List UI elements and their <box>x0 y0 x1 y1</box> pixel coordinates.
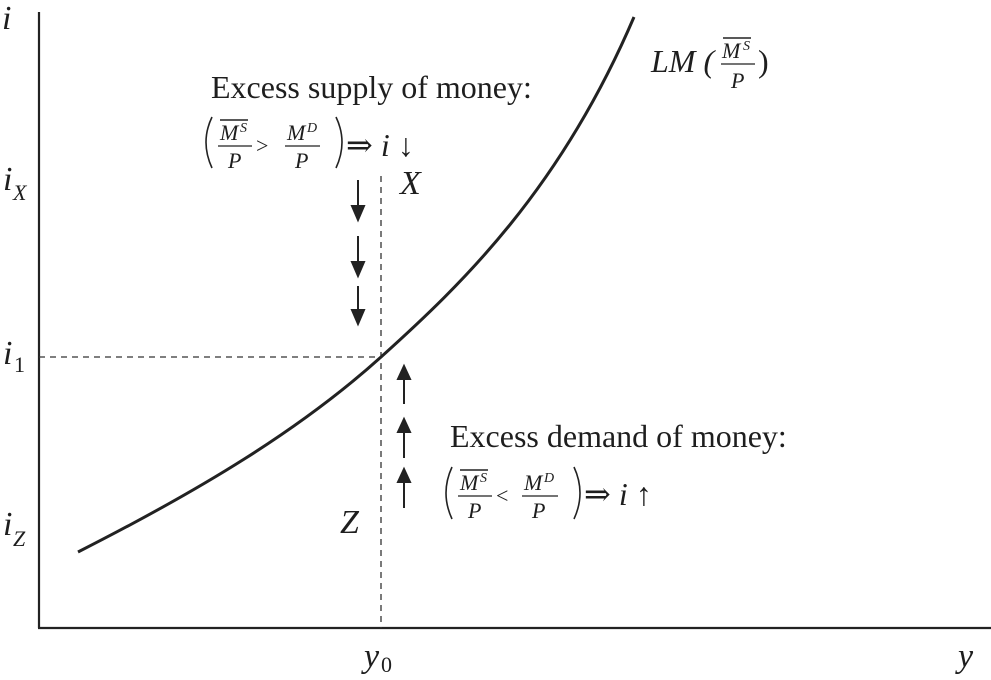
svg-text:i: i <box>3 506 12 543</box>
up-arrow-icon <box>396 363 412 380</box>
svg-text:M: M <box>286 120 307 145</box>
excess-demand-annotation: Excess demand of money: M S P < M D P ⇒ … <box>445 418 787 523</box>
x-axis-label: y <box>955 638 974 675</box>
svg-text:LM (: LM ( <box>650 43 716 79</box>
up-arrow-icon <box>396 466 412 483</box>
svg-text:i: i <box>3 161 12 198</box>
svg-text:⇒ i ↑: ⇒ i ↑ <box>584 476 652 512</box>
svg-text:): ) <box>758 43 769 79</box>
down-arrows <box>350 180 366 327</box>
y-axis-label: i <box>2 0 11 37</box>
point-z-label: Z <box>340 504 360 541</box>
svg-text:S: S <box>240 121 247 136</box>
svg-text:D: D <box>543 471 554 486</box>
svg-text:1: 1 <box>14 352 25 377</box>
excess-demand-title: Excess demand of money: <box>450 418 787 454</box>
excess-supply-title: Excess supply of money: <box>211 69 532 105</box>
svg-text:P: P <box>730 68 744 93</box>
tick-iX: i X <box>3 161 28 205</box>
up-arrows <box>396 363 412 508</box>
svg-text:S: S <box>743 39 750 54</box>
tick-i1: i 1 <box>3 335 25 377</box>
svg-text:P: P <box>294 148 308 173</box>
svg-text:0: 0 <box>381 652 392 677</box>
svg-text:P: P <box>531 498 545 523</box>
svg-text:i: i <box>3 335 12 372</box>
svg-text:M: M <box>219 120 240 145</box>
svg-text:<: < <box>496 483 508 508</box>
svg-text:P: P <box>227 148 241 173</box>
svg-text:P: P <box>467 498 481 523</box>
lm-curve <box>77 16 636 554</box>
svg-text:M: M <box>459 470 480 495</box>
up-arrow-icon <box>396 416 412 433</box>
svg-text:D: D <box>306 121 317 136</box>
svg-text:⇒ i ↓: ⇒ i ↓ <box>346 127 414 163</box>
svg-text:>: > <box>256 133 268 158</box>
tick-iZ: i Z <box>3 506 26 551</box>
svg-text:M: M <box>721 38 742 63</box>
point-x-label: X <box>398 165 422 202</box>
tick-y0: y 0 <box>361 638 392 677</box>
svg-text:Z: Z <box>13 526 26 551</box>
svg-text:S: S <box>480 471 487 486</box>
svg-text:y: y <box>361 638 380 675</box>
excess-supply-annotation: Excess supply of money: M S P > M D P ⇒ … <box>205 69 532 173</box>
lm-curve-label: LM ( M S P ) <box>650 37 769 93</box>
svg-text:X: X <box>12 180 28 205</box>
svg-text:M: M <box>523 470 544 495</box>
